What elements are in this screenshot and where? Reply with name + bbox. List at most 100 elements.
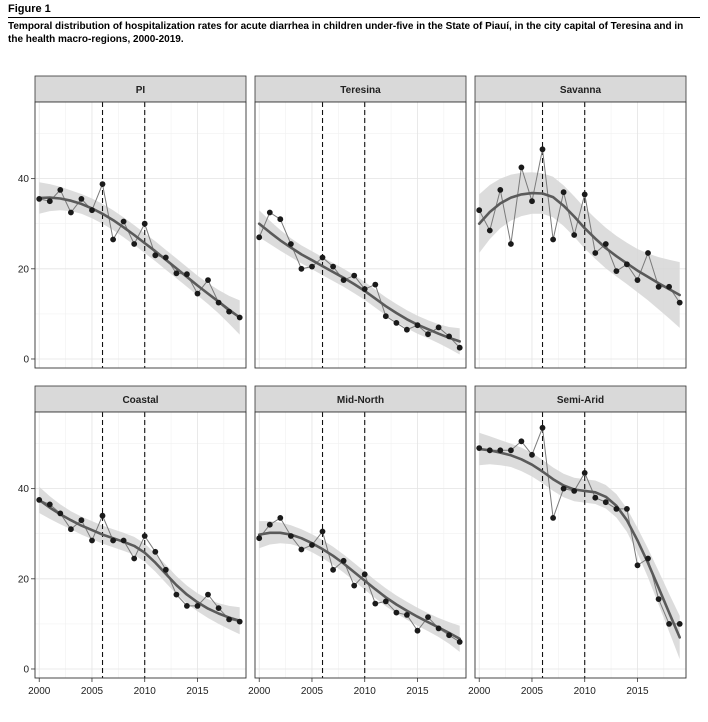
data-point — [205, 277, 211, 283]
data-point — [78, 196, 85, 202]
x-tick-label: 2015 — [406, 686, 429, 697]
data-point — [446, 333, 452, 340]
data-point — [256, 234, 263, 241]
data-point — [361, 571, 368, 578]
data-point — [205, 591, 211, 598]
data-point — [68, 209, 74, 216]
data-point — [162, 566, 169, 573]
data-point — [624, 261, 630, 268]
data-point — [414, 627, 421, 634]
data-point — [645, 555, 651, 562]
data-point — [518, 438, 525, 445]
data-point — [215, 299, 222, 306]
data-point — [634, 277, 641, 283]
data-point — [624, 506, 630, 512]
data-point — [173, 270, 180, 277]
x-tick-label: 2015 — [186, 686, 209, 697]
data-point — [266, 521, 273, 528]
data-point — [131, 555, 138, 562]
panel-border — [474, 101, 687, 369]
data-point — [46, 501, 53, 508]
data-point — [435, 324, 442, 331]
data-point — [288, 241, 294, 247]
panel-border — [34, 101, 247, 369]
data-point — [173, 591, 180, 598]
data-point — [309, 542, 315, 548]
panel-strip — [34, 75, 247, 103]
data-point — [288, 533, 294, 539]
data-point — [152, 252, 159, 259]
data-point — [110, 236, 116, 243]
panel-border — [254, 411, 467, 679]
y-tick-label: 20 — [18, 574, 30, 585]
data-point — [581, 470, 588, 476]
panel-strip-label: PI — [136, 85, 146, 96]
data-point — [676, 299, 683, 306]
x-tick-label: 2010 — [134, 686, 157, 697]
panel-border — [254, 101, 467, 369]
x-tick-label: 2015 — [626, 686, 649, 697]
data-point — [120, 218, 127, 225]
data-point — [57, 510, 64, 517]
data-point — [446, 632, 452, 639]
data-point — [497, 447, 504, 454]
data-point — [382, 598, 389, 605]
data-point — [319, 254, 326, 261]
data-point — [194, 603, 201, 609]
x-tick-label: 2005 — [301, 686, 324, 697]
trend-line — [257, 222, 462, 343]
data-point — [655, 283, 662, 290]
data-point — [634, 562, 641, 569]
confidence-ribbon — [479, 172, 680, 328]
data-point — [486, 227, 493, 234]
data-point — [592, 250, 599, 256]
x-tick-label: 2005 — [81, 686, 104, 697]
data-point — [666, 621, 672, 627]
data-point — [36, 497, 43, 503]
data-point — [78, 517, 85, 524]
data-point — [404, 612, 410, 618]
data-point — [68, 526, 74, 533]
data-point — [162, 254, 169, 261]
data-point — [351, 582, 358, 589]
x-tick-label: 2005 — [521, 686, 544, 697]
data-point — [256, 535, 263, 542]
data-point — [571, 488, 578, 494]
data-point — [277, 515, 284, 521]
data-point — [529, 198, 535, 205]
data-point — [330, 263, 336, 270]
panel-strip-label: Mid-North — [337, 395, 384, 406]
data-point — [676, 621, 683, 627]
x-tick-label: 2000 — [28, 686, 51, 697]
data-point — [184, 603, 190, 609]
data-point — [592, 494, 599, 501]
data-point — [560, 485, 567, 492]
data-point — [529, 451, 535, 458]
x-tick-label: 2010 — [574, 686, 597, 697]
data-point — [351, 272, 358, 279]
trend-line — [37, 498, 241, 623]
data-point — [550, 515, 556, 521]
data-point — [99, 181, 106, 188]
data-point — [236, 314, 243, 321]
trend-line — [477, 191, 682, 297]
data-point — [456, 639, 463, 645]
panel-border — [34, 411, 247, 679]
data-point — [330, 566, 336, 573]
data-point — [266, 209, 273, 216]
data-point — [613, 268, 620, 274]
panel-strip — [474, 385, 687, 413]
data-point — [226, 308, 233, 315]
data-point — [36, 196, 43, 202]
data-point — [404, 326, 410, 333]
x-tick-label: 2000 — [248, 686, 271, 697]
data-point — [655, 596, 662, 602]
data-point — [550, 236, 556, 243]
y-tick-label: 20 — [18, 264, 30, 275]
panel-strip-label: Semi-Arid — [557, 395, 604, 406]
data-point — [456, 344, 463, 351]
data-point — [425, 614, 431, 620]
panel-strip-label: Savanna — [560, 85, 602, 96]
data-point — [131, 241, 138, 247]
observed-line — [478, 149, 681, 303]
